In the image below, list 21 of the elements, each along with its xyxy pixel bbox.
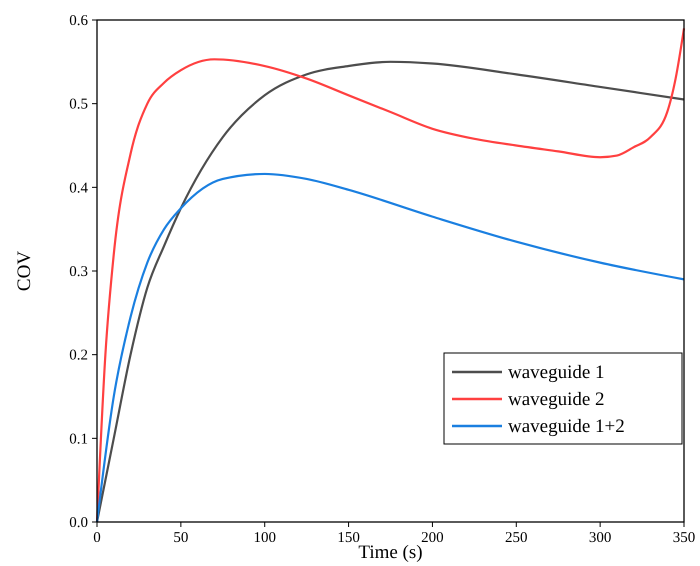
x-tick-label: 350 — [672, 530, 696, 546]
y-tick-label: 0.1 — [69, 431, 88, 448]
x-axis-title: Time (s) — [358, 542, 423, 563]
legend-label: waveguide 2 — [508, 389, 605, 410]
legend-label: waveguide 1 — [508, 362, 605, 383]
x-tick-label: 150 — [337, 530, 360, 546]
x-tick-label: 300 — [588, 530, 612, 546]
line-series — [96, 172, 686, 524]
x-tick-label: 50 — [173, 530, 188, 546]
x-tick-label: 200 — [421, 530, 444, 546]
x-tick-label: 0 — [93, 530, 101, 546]
x-tick-label: 250 — [505, 530, 528, 546]
y-tick-label: 0.2 — [69, 348, 88, 364]
y-tick-label: 0.4 — [69, 180, 88, 196]
y-tick-label: 0.3 — [69, 264, 88, 280]
x-tick-label: 100 — [253, 530, 276, 546]
y-axis-title: COV — [14, 250, 35, 292]
y-tick-label: 0.6 — [69, 13, 88, 29]
y-tick-label: 0.5 — [69, 96, 88, 113]
y-tick-label: 0.0 — [69, 515, 88, 531]
legend-label: waveguide 1+2 — [508, 416, 625, 437]
